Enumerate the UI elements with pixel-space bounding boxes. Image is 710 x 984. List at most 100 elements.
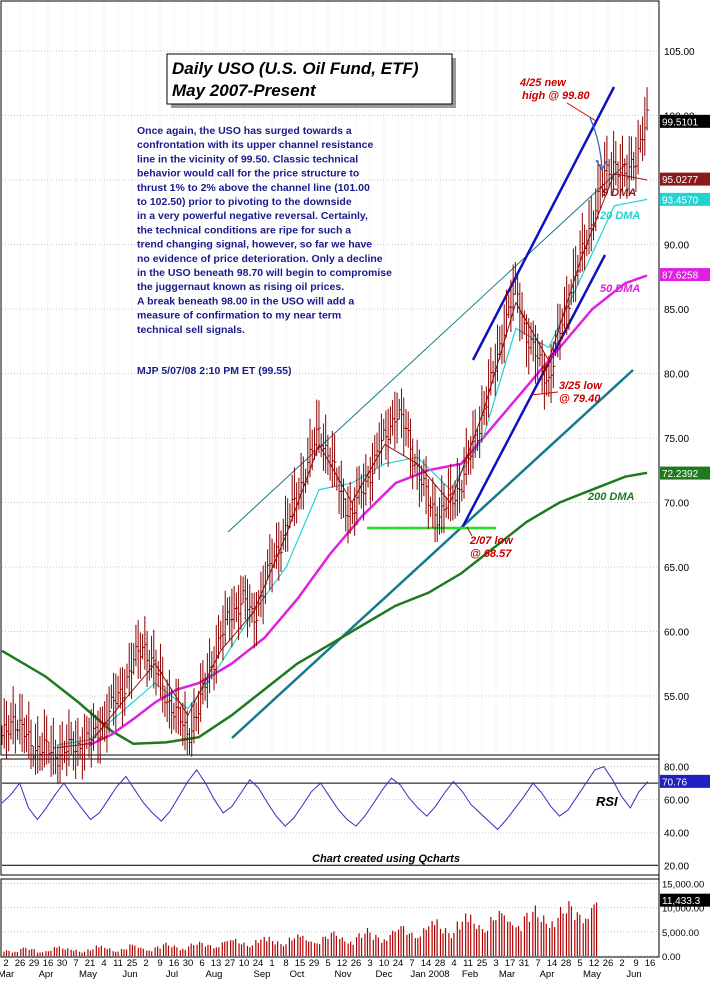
x-day-label: 30	[183, 958, 194, 969]
moving-averages	[1, 173, 648, 749]
x-day-label: 5	[577, 958, 582, 969]
x-day-label: 9	[633, 958, 638, 969]
x-month-label: Feb	[462, 969, 478, 979]
x-day-label: 29	[29, 958, 40, 969]
x-day-label: 1	[269, 958, 274, 969]
x-month-label: Jan 2008	[410, 969, 449, 979]
annotation-arrow	[466, 526, 473, 537]
x-day-label: 15	[295, 958, 306, 969]
x-day-label: 10	[239, 958, 250, 969]
x-month-label: Jun	[626, 969, 641, 979]
price-tick-label: 85.00	[664, 305, 689, 316]
x-month-label: May	[79, 969, 97, 979]
commentary-line: line in the vicinity of 99.50. Classic t…	[137, 153, 358, 165]
commentary-line: A break beneath 98.00 in the USO will ad…	[137, 295, 354, 307]
x-day-label: 7	[73, 958, 78, 969]
x-month-label: Jul	[166, 969, 178, 979]
x-day-label: 4	[101, 958, 106, 969]
x-day-label: 16	[169, 958, 180, 969]
credit-text: Chart created using Qcharts	[312, 853, 460, 865]
x-day-label: 5	[325, 958, 330, 969]
last-value-flags: 99.5101 95.0277 93.4570 87.6258 72.2392	[660, 114, 710, 480]
x-day-label: 7	[535, 958, 540, 969]
volume-tick-label: 5,000.00	[662, 928, 699, 939]
rsi-last-value-flag	[660, 774, 710, 788]
commentary-line: in the USO beneath 98.70 will begin to c…	[137, 267, 392, 279]
x-day-label: 11	[463, 958, 473, 969]
x-month-label: Apr	[39, 969, 54, 979]
dma20-line	[56, 198, 648, 746]
title-box	[166, 53, 453, 105]
x-month-label: Apr	[540, 969, 555, 979]
annotation-text: 3/25 low	[559, 380, 603, 392]
x-day-label: 9	[157, 958, 162, 969]
dma200-line	[1, 471, 648, 745]
series-label: 200 DMA	[587, 491, 635, 503]
last-value-label: 95.0277	[662, 175, 699, 186]
x-day-label: 26	[351, 958, 362, 969]
lower-channel-line	[460, 254, 607, 529]
annotation-text: @ 79.40	[559, 393, 601, 405]
x-month-label: Nov	[335, 969, 352, 979]
annotation-arrow	[566, 102, 597, 122]
volume-last-value-flag	[660, 893, 710, 907]
upper-channel-line	[471, 86, 616, 361]
rsi-series	[1, 765, 649, 831]
volume-grid	[2, 882, 658, 957]
x-axis-days: 2 26 29 16 30 7 21 4 11 25 2 9 16 30 6 13 27 10 24 1 8 15 29 5 1…	[3, 958, 655, 969]
x-day-label: 4	[451, 958, 456, 969]
x-day-label: 26	[15, 958, 26, 969]
annotation-text: 2/07 low	[469, 535, 514, 547]
volume-bars	[3, 901, 598, 956]
commentary-line: technical sell signals.	[137, 324, 245, 336]
x-day-label: 28	[561, 958, 572, 969]
last-value-label: 99.5101	[662, 117, 699, 128]
price-tick-label: 90.00	[664, 240, 689, 251]
rsi-tick-label: 40.00	[664, 829, 689, 840]
x-day-label: 2	[3, 958, 8, 969]
series-labels: 9 DMA 20 DMA 50 DMA 200 DMA	[587, 187, 640, 503]
x-day-label: 24	[393, 958, 404, 969]
chart-title-line1: Daily USO (U.S. Oil Fund, ETF)	[172, 59, 419, 78]
series-label: 9 DMA	[602, 187, 636, 199]
x-day-label: 2	[619, 958, 624, 969]
rsi-line	[1, 765, 649, 831]
x-day-label: 17	[505, 958, 516, 969]
price-tick-label: 105.00	[664, 47, 695, 58]
annotation-arrow	[530, 391, 559, 396]
last-value-flag	[660, 114, 710, 128]
last-value-flag	[660, 268, 710, 282]
x-day-label: 12	[589, 958, 600, 969]
x-day-label: 12	[337, 958, 348, 969]
commentary-line: behavior would call for the price struct…	[137, 168, 359, 180]
x-month-label: Dec	[376, 969, 393, 979]
commentary-line: confrontation with its upper channel res…	[137, 139, 373, 151]
x-day-label: 28	[435, 958, 446, 969]
commentary-line: trend changing signal, however, so far w…	[137, 239, 372, 251]
commentary-text: Once again, the USO has surged towards a…	[137, 125, 392, 336]
x-month-label: Jun	[122, 969, 137, 979]
price-tick-label: 65.00	[664, 563, 689, 574]
x-day-label: 24	[253, 958, 264, 969]
rsi-tick-label: 20.00	[664, 862, 689, 873]
last-value-flag	[660, 192, 710, 206]
x-day-label: 31	[519, 958, 530, 969]
x-day-label: 30	[57, 958, 68, 969]
x-day-label: 25	[127, 958, 138, 969]
long-lower-trend-line	[231, 369, 634, 739]
down-arrow-icon	[589, 117, 603, 169]
x-day-label: 29	[309, 958, 320, 969]
volume-last-value: 11,433.3	[662, 896, 701, 907]
price-grid	[2, 2, 658, 754]
annotation-text: @ 68.57	[470, 548, 512, 560]
rsi-y-ticks: 80.00 60.00 40.00 20.00 70.76	[660, 763, 710, 873]
dma50-line	[88, 274, 648, 747]
rsi-tick-label: 60.00	[664, 796, 689, 807]
series-label: 20 DMA	[599, 210, 640, 222]
x-day-label: 10	[379, 958, 390, 969]
signature: MJP 5/07/08 2:10 PM ET (99.55)	[137, 365, 291, 377]
x-month-label: Sep	[254, 969, 271, 979]
last-value-flag	[660, 172, 710, 186]
commentary-line: the technical conditions are ripe for su…	[137, 224, 351, 236]
